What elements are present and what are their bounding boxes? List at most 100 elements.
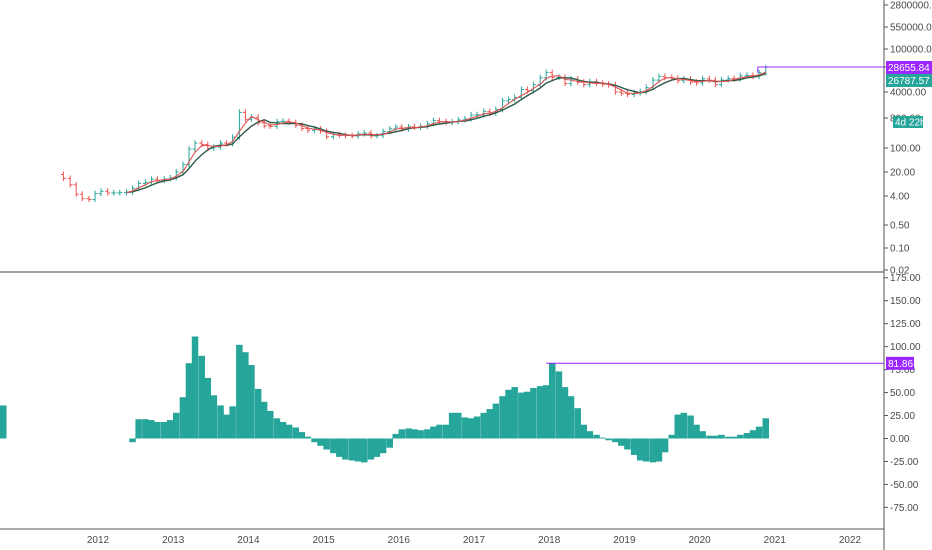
oscillator-bar: [204, 377, 211, 439]
oscillator-pane: [0, 336, 769, 463]
oscillator-bar: [379, 438, 387, 454]
price-bar: [274, 118, 280, 129]
oscillator-level: 81.86: [546, 356, 914, 370]
price-pane: [60, 64, 769, 202]
oscillator-bar: [254, 388, 262, 439]
oscillator-bar: [511, 387, 518, 439]
bar-timer-label: 4d 22h: [895, 118, 926, 129]
oscillator-bar: [330, 438, 337, 454]
oscillator-bar: [392, 433, 399, 439]
time-axis[interactable]: 2012 2013 2014 2015 2016 2017 2018 2019 2020 2021…: [87, 535, 862, 546]
oscillator-bar: [580, 424, 587, 439]
oscillator-bar: [762, 418, 769, 439]
oscillator-bar: [467, 418, 475, 439]
oscillator-bar: [217, 405, 224, 439]
oscillator-bar: [210, 395, 218, 439]
oscillator-bar: [530, 388, 537, 439]
oscillator-bar: [536, 386, 544, 439]
close-price-label: 26787.57: [888, 76, 930, 87]
price-bar: [530, 81, 536, 94]
oscillator-level-tag: [886, 356, 914, 370]
oscillator-bar: [612, 438, 619, 443]
oscillator-bar: [160, 422, 168, 439]
price-bar: [67, 175, 73, 188]
oscillator-axis-label: -75.00: [890, 503, 919, 514]
oscillator-bar: [448, 412, 456, 439]
oscillator-bar: [236, 344, 243, 439]
bar-timer-tag: [893, 116, 923, 128]
oscillator-bar: [398, 429, 406, 439]
oscillator-bar: [411, 429, 418, 439]
price-bar: [73, 181, 79, 197]
price-bar: [242, 109, 248, 122]
oscillator-bar: [361, 438, 368, 463]
oscillator-bar: [154, 422, 161, 439]
price-bar: [92, 190, 98, 202]
price-bar: [148, 176, 154, 185]
oscillator-bar: [549, 363, 556, 439]
oscillator-bar: [706, 435, 713, 439]
oscillator-bar: [473, 416, 481, 439]
oscillator-bar: [442, 424, 450, 439]
oscillator-bar: [687, 415, 694, 439]
oscillator-bar: [242, 352, 249, 439]
oscillator-bar: [618, 438, 625, 446]
oscillator-bar: [336, 438, 343, 457]
oscillator-bar: [298, 432, 305, 439]
oscillator-bar: [455, 412, 462, 439]
oscillator-bar: [655, 438, 663, 462]
oscillator-bar: [574, 408, 581, 439]
oscillator-axis[interactable]: 175.00 150.00 125.00 100.00 75.00 50.00 25.00 0…: [884, 273, 921, 514]
price-axis[interactable]: 2800000.00550000.00100000.0020000.004000…: [884, 1, 932, 277]
price-axis-label: 4000.00: [890, 88, 927, 99]
oscillator-bar: [279, 422, 287, 439]
price-bar: [192, 140, 198, 152]
oscillator-bar: [185, 363, 193, 439]
oscillator-bar: [755, 426, 763, 439]
oscillator-bar: [148, 420, 155, 439]
oscillator-bar: [436, 424, 443, 439]
oscillator-bar: [311, 438, 318, 443]
oscillator-bar: [417, 430, 424, 439]
price-axis-label: 100000.00: [890, 45, 932, 56]
price-bar: [105, 188, 111, 196]
oscillator-bar: [561, 387, 569, 439]
oscillator-bar: [267, 410, 274, 439]
oscillator-bar: [323, 438, 330, 450]
oscillator-bar: [373, 438, 381, 457]
oscillator-bar: [743, 433, 751, 439]
oscillator-bar: [524, 391, 531, 439]
price-axis-label: 100.00: [890, 144, 921, 155]
oscillator-bar: [386, 438, 393, 448]
oscillator-axis-label: 100.00: [890, 342, 921, 353]
oscillator-bar: [0, 405, 7, 439]
oscillator-axis-label: 75.00: [890, 365, 915, 376]
oscillator-bar: [179, 397, 187, 439]
oscillator-bars: [0, 336, 769, 463]
oscillator-axis-label: 25.00: [890, 411, 915, 422]
oscillator-bar: [198, 355, 205, 439]
oscillator-bar: [593, 434, 600, 439]
price-bar: [267, 123, 273, 129]
price-bar: [374, 132, 380, 139]
oscillator-bar: [348, 438, 356, 461]
price-bar: [86, 195, 92, 202]
oscillator-bar: [649, 438, 657, 463]
oscillator-bar: [166, 420, 174, 439]
oscillator-bar: [486, 409, 493, 439]
price-axis-label: 0.50: [890, 221, 910, 232]
price-bar: [506, 96, 512, 104]
oscillator-bar: [173, 412, 180, 439]
oscillator-bar: [499, 396, 506, 439]
price-bar: [79, 191, 85, 202]
oscillator-bar: [542, 385, 550, 439]
time-axis-label: 2017: [463, 535, 486, 546]
oscillator-bar: [142, 419, 149, 439]
oscillator-bar: [630, 438, 638, 455]
price-bar: [117, 189, 123, 196]
oscillator-bar: [636, 438, 644, 461]
oscillator-bar: [304, 436, 312, 439]
price-axis-label: 4.00: [890, 192, 910, 203]
oscillator-axis-label: 175.00: [890, 273, 921, 284]
